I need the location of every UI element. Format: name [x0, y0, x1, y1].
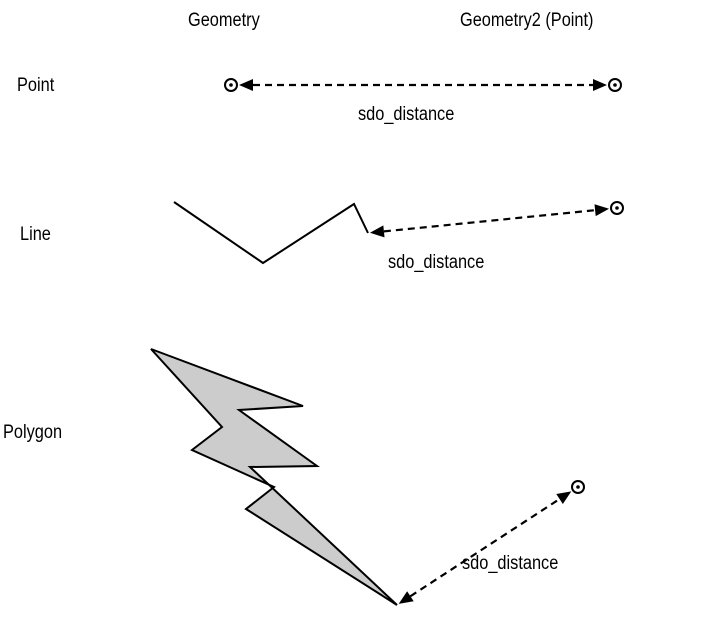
polygon-right-point-marker — [572, 481, 584, 493]
distance-arrow-polygon — [399, 491, 572, 604]
diagram-svg — [0, 0, 716, 633]
distance-arrow-point — [239, 79, 607, 91]
point-left-marker — [225, 79, 237, 91]
polygon-geometry — [151, 349, 397, 605]
point-right-marker — [609, 79, 621, 91]
line-geometry — [174, 202, 368, 263]
line-right-point-marker — [611, 202, 623, 214]
distance-arrow-line — [370, 204, 609, 237]
diagram-stage: Geometry Geometry2 (Point) Point Line Po… — [0, 0, 716, 633]
